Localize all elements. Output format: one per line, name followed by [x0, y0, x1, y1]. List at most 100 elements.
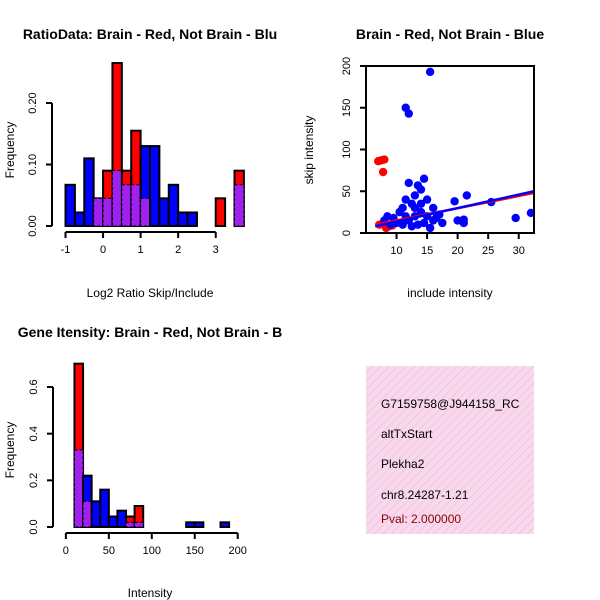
- event-id-text: G7159758@J944158_RC: [381, 397, 520, 411]
- not-brain-point: [404, 178, 413, 188]
- intensity-histogram-axes: 0 50 100 150 200 0.0 0.2 0.4 0.6: [28, 379, 247, 557]
- not-brain-point: [425, 67, 435, 77]
- ratio-histogram-panel: RatioData: Brain - Red, Not Brain - Blu …: [3, 26, 277, 300]
- x-tick-label: 0: [100, 244, 106, 256]
- not-brain-bar: [107, 515, 119, 528]
- not-brain-point: [416, 199, 426, 208]
- intensity-scatter-ylabel: skip intensity: [302, 116, 316, 185]
- overlap-bar: [73, 449, 84, 528]
- ratio-histogram-axes: -1 0 1 2 3 0.00 0.10 0.20: [27, 92, 219, 256]
- not-brain-bar: [158, 197, 170, 227]
- not-brain-bar: [167, 183, 180, 227]
- ratio-histogram-ylabel: Frequency: [3, 122, 17, 179]
- ratio-histogram-title: RatioData: Brain - Red, Not Brain - Blu: [23, 26, 277, 42]
- intensity-scatter-panel: Brain - Red, Not Brain - Blue 10 15 20 25 30…: [302, 26, 544, 300]
- overlap-bar: [134, 521, 144, 528]
- x-tick-label: 1: [138, 244, 144, 256]
- gene-name-text: Plekha2: [381, 457, 425, 471]
- not-brain-bar: [177, 211, 189, 228]
- overlap-bar: [82, 500, 93, 528]
- y-tick-label: 0.00: [27, 215, 39, 236]
- not-brain-point: [398, 220, 407, 229]
- not-brain-point: [395, 207, 404, 217]
- x-tick-label: 100: [143, 545, 161, 557]
- not-brain-point: [404, 109, 413, 118]
- x-tick-label: 2: [175, 244, 181, 256]
- not-brain-point: [438, 218, 447, 228]
- y-tick-label: 0.0: [28, 519, 40, 534]
- intensity-scatter-title: Brain - Red, Not Brain - Blue: [356, 26, 544, 42]
- x-tick-label: 200: [229, 545, 247, 557]
- not-brain-bar: [116, 509, 128, 528]
- not-brain-bar: [64, 183, 76, 227]
- overlap-bar: [233, 184, 245, 227]
- x-tick-label: 20: [452, 245, 464, 257]
- intensity-scatter-marks: [374, 67, 536, 233]
- event-info-background: [366, 366, 534, 534]
- x-tick-label: 50: [103, 545, 115, 557]
- ratio-histogram-xlabel: Log2 Ratio Skip/Include: [87, 286, 214, 300]
- y-tick-label: 200: [341, 57, 353, 75]
- not-brain-point: [459, 215, 468, 224]
- overlap-bar: [102, 197, 113, 227]
- not-brain-bar: [193, 521, 205, 528]
- not-brain-bar: [219, 521, 231, 528]
- ratio-histogram-bars: [64, 62, 245, 228]
- not-brain-point: [425, 223, 435, 233]
- brain-bar: [214, 197, 227, 227]
- not-brain-point: [401, 195, 410, 204]
- not-brain-point: [419, 218, 429, 228]
- intensity-scatter-xlabel: include intensity: [407, 286, 492, 300]
- x-tick-label: -1: [61, 244, 71, 256]
- y-tick-label: 0.6: [28, 379, 40, 394]
- x-tick-label: 10: [390, 245, 402, 257]
- y-tick-label: 50: [341, 185, 353, 197]
- x-tick-label: 25: [482, 245, 494, 257]
- not-brain-point: [410, 203, 420, 213]
- plot-frame: [365, 65, 535, 234]
- intensity-histogram-ylabel: Frequency: [3, 422, 17, 479]
- y-tick-label: 150: [341, 99, 353, 117]
- not-brain-point: [422, 195, 432, 204]
- not-brain-point: [410, 191, 420, 200]
- x-tick-label: 30: [513, 245, 525, 257]
- overlap-bar: [111, 170, 123, 227]
- intensity-histogram-bars: [73, 362, 231, 529]
- x-tick-label: 150: [186, 545, 204, 557]
- not-brain-point: [450, 197, 459, 206]
- not-brain-bar: [83, 157, 95, 228]
- location-text: chr8.24287-1.21: [381, 488, 469, 502]
- not-brain-bar: [99, 488, 110, 528]
- not-brain-bar: [149, 145, 161, 228]
- not-brain-bar: [73, 211, 86, 228]
- overlap-bar: [130, 184, 142, 227]
- not-brain-point: [419, 174, 429, 183]
- brain-point: [380, 155, 389, 164]
- y-tick-label: 0.2: [28, 473, 40, 488]
- overlap-bar: [125, 521, 136, 528]
- y-tick-label: 0: [341, 230, 353, 236]
- not-brain-point: [416, 185, 426, 194]
- x-tick-label: 15: [421, 245, 433, 257]
- pval-text: Pval: 2.000000: [381, 512, 461, 526]
- y-tick-label: 100: [341, 140, 353, 158]
- x-tick-label: 0: [63, 545, 69, 557]
- intensity-histogram-xlabel: Intensity: [128, 586, 173, 600]
- y-tick-label: 0.20: [27, 92, 39, 113]
- brain-point: [378, 167, 388, 177]
- overlap-bar: [140, 197, 151, 227]
- x-tick-label: 3: [213, 244, 219, 256]
- event-info-panel: G7159758@J944158_RC altTxStart Plekha2 c…: [366, 366, 534, 534]
- not-brain-point: [462, 191, 471, 200]
- not-brain-point: [511, 213, 520, 223]
- overlap-bar: [121, 184, 132, 227]
- not-brain-point: [407, 222, 417, 231]
- not-brain-bar: [186, 211, 198, 228]
- event-type-text: altTxStart: [381, 427, 433, 441]
- not-brain-point: [432, 213, 441, 223]
- not-brain-fit-line: [374, 190, 535, 228]
- intensity-histogram-panel: Gene Itensity: Brain - Red, Not Brain - …: [3, 324, 282, 600]
- intensity-histogram-title: Gene Itensity: Brain - Red, Not Brain - …: [18, 324, 282, 340]
- intensity-scatter-axes: 10 15 20 25 30 0 50 100 150 200: [341, 57, 535, 257]
